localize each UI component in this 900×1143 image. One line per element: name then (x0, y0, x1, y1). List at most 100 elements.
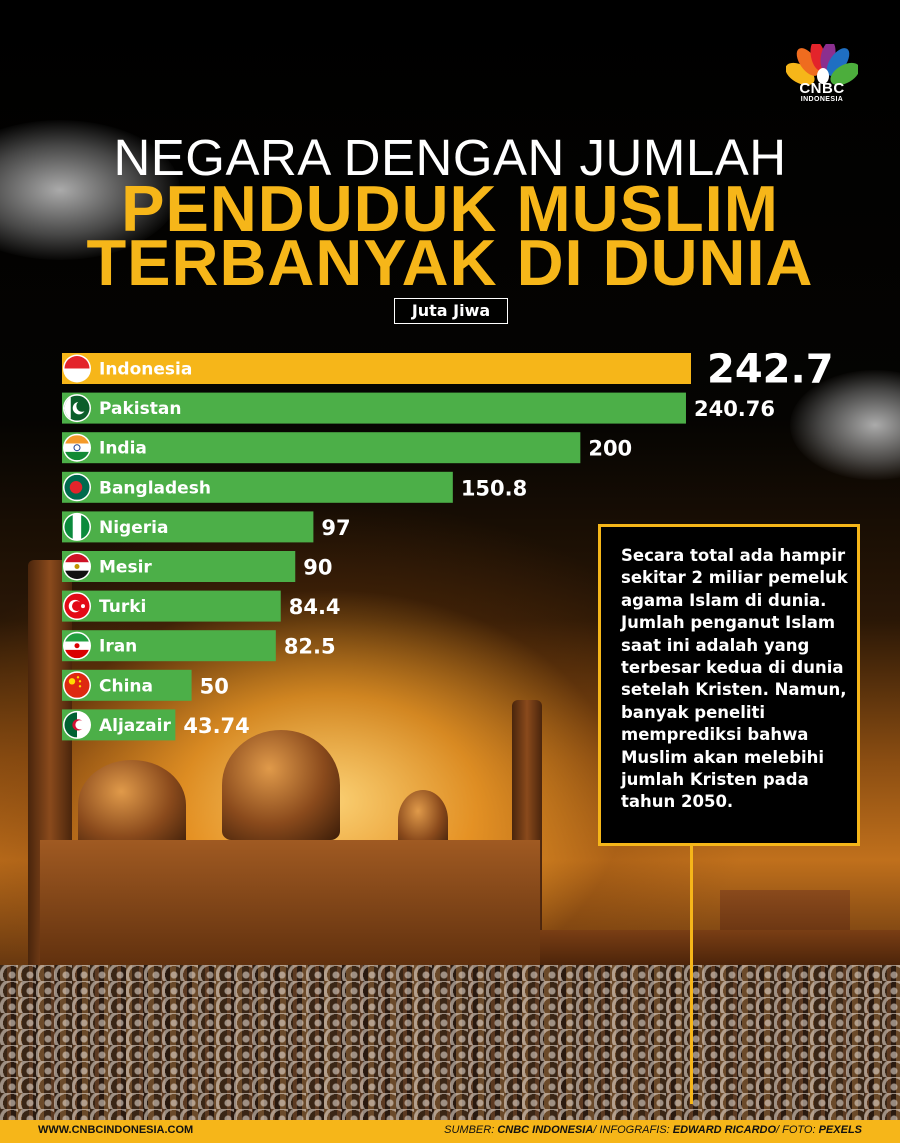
footer-website: WWW.CNBCINDONESIA.COM (38, 1124, 194, 1136)
bar-category-label: Turki (99, 597, 146, 617)
footer-photo: PEXELS (818, 1124, 862, 1136)
flag-part (64, 451, 90, 461)
footer-infographic-prefix: / INFOGRAFIS: (593, 1124, 673, 1136)
footer-infographic: EDWARD RICARDO (672, 1124, 777, 1136)
bar (62, 353, 691, 384)
bar-row: India 200 (62, 432, 632, 464)
title-line-1: NEGARA DENGAN JUMLAH (113, 129, 787, 186)
bar (62, 432, 581, 464)
bar-value-label: 200 (588, 437, 632, 461)
bar-row: Nigeria 97 (62, 511, 351, 543)
bar-category-label: Mesir (99, 558, 152, 578)
flag-part (78, 685, 82, 688)
title-line-3: TERBANYAK DI DUNIA (86, 226, 814, 299)
flag-part (76, 400, 88, 412)
flag-part (74, 564, 80, 569)
flag-part (72, 514, 82, 540)
bar-value-label: 242.7 (707, 347, 834, 393)
mosque-body-decoration (40, 840, 540, 980)
flag-part (64, 514, 73, 540)
flag-part (64, 443, 90, 452)
dome-left-decoration (78, 760, 186, 850)
flag-part (81, 514, 90, 540)
flag-china-icon (63, 671, 91, 700)
flag-bangladesh-icon (63, 473, 91, 502)
bar-category-label: Bangladesh (99, 478, 211, 498)
flag-part (76, 676, 80, 679)
bar (62, 590, 281, 622)
bar-category-label: Iran (99, 637, 137, 657)
bar-value-label: 50 (200, 674, 229, 698)
bar-value-label: 240.76 (694, 397, 775, 421)
flag-part (64, 395, 71, 421)
flag-iran-icon (63, 631, 91, 660)
dome-center-decoration (222, 730, 340, 840)
flag-indonesia-icon (63, 354, 91, 383)
flag-part (72, 601, 82, 612)
title-line-2: PENDUDUK MUSLIM (121, 172, 779, 245)
flag-part (78, 680, 82, 683)
bar-category-label: India (99, 439, 147, 459)
bar-value-label: 150.8 (461, 476, 527, 500)
bar-row: Turki 84.4 (62, 590, 341, 622)
bar-row: Indonesia 242.7 (62, 347, 834, 393)
bar-row: Pakistan 240.76 (62, 392, 775, 424)
footer-bar: WWW.CNBCINDONESIA.COM SUMBER: CNBC INDON… (0, 1120, 900, 1143)
bar-row: China 50 (62, 669, 229, 701)
callout-text: Secara total ada hampir sekitar 2 miliar… (621, 546, 848, 812)
bar-row: Iran 82.5 (62, 630, 336, 662)
bar (62, 630, 276, 662)
logo-subtext: INDONESIA (800, 96, 844, 103)
bar-value-label: 82.5 (284, 635, 336, 659)
unit-label: Juta Jiwa (394, 298, 508, 324)
bar-category-label: Indonesia (99, 360, 192, 380)
logo-text: CNBC (799, 80, 845, 97)
footer-photo-prefix: / FOTO: (776, 1124, 819, 1136)
flag-part (64, 633, 90, 642)
footer-source: CNBC INDONESIA (497, 1124, 594, 1136)
info-callout-box: Secara total ada hampir sekitar 2 miliar… (598, 524, 860, 846)
bar-chart: Indonesia 242.7 Pakistan 240.76 India 200 Bang… (62, 347, 834, 741)
bar-value-label: 90 (303, 556, 332, 580)
flag-part (64, 435, 90, 444)
footer-credits: SUMBER: CNBC INDONESIA/ INFOGRAFIS: EDWA… (444, 1124, 862, 1136)
footer-source-prefix: SUMBER: (444, 1124, 498, 1136)
flag-nigeria-icon (63, 512, 91, 541)
flag-part (64, 649, 90, 659)
bar-value-label: 84.4 (289, 595, 341, 619)
bar-value-label: 43.74 (183, 714, 249, 738)
crowd-image (0, 965, 900, 1125)
bar (62, 511, 314, 543)
bar-value-label: 97 (321, 516, 350, 540)
bar-category-label: Nigeria (99, 518, 168, 538)
bar (62, 392, 686, 424)
flag-part (64, 570, 90, 579)
flag-part (69, 481, 83, 494)
bar-row: Bangladesh 150.8 (62, 471, 527, 503)
flag-pakistan-icon (63, 394, 91, 423)
flag-turkey-icon (63, 592, 91, 621)
flag-part (64, 356, 90, 369)
flag-algeria-icon (63, 710, 91, 739)
callout-connector-line (690, 846, 693, 1104)
flag-part (73, 444, 81, 452)
bar (62, 551, 296, 582)
flag-part (64, 672, 90, 698)
bar-row: Mesir 90 (62, 551, 332, 582)
bar-category-label: Pakistan (99, 399, 181, 419)
flag-part (74, 643, 80, 649)
bar-category-label: Aljazair (99, 716, 171, 736)
bar (62, 471, 453, 503)
cnbc-peacock-logo (786, 44, 858, 86)
flag-egypt-icon (63, 552, 91, 581)
bar-row: Aljazair 43.74 (62, 709, 250, 741)
flag-part (68, 678, 76, 685)
flag-part (64, 712, 77, 738)
flag-part (75, 720, 85, 730)
flag-part (81, 604, 85, 609)
bar-category-label: China (99, 676, 153, 696)
flag-part (64, 554, 90, 563)
flag-india-icon (63, 433, 91, 462)
flag-part (64, 368, 90, 381)
